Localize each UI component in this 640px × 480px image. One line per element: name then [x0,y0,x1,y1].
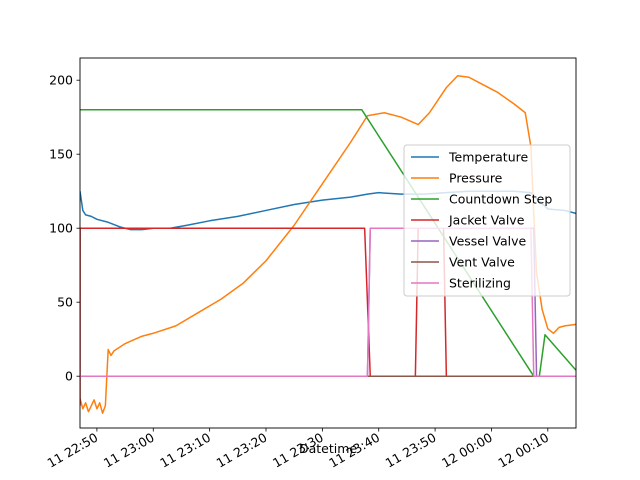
plot-area-frame [79,57,577,429]
legend-label-sterilizing: Sterilizing [449,276,511,291]
y-axis: 0 50 100 150 200 [49,73,80,384]
legend-label-countdown-step: Countdown Step [449,192,552,207]
x-axis-label: Datetime [299,441,357,456]
legend-label-vent-valve: Vent Valve [449,255,515,270]
y-tick-label: 100 [49,221,73,236]
y-tick-label: 50 [57,295,73,310]
legend-box [403,144,571,297]
legend-label-jacket-valve: Jacket Valve [448,213,525,228]
legend-label-pressure: Pressure [449,171,503,186]
legend: Temperature Pressure Countdown Step Jacket … [403,144,571,297]
legend-label-vessel-valve: Vessel Valve [449,234,527,249]
y-tick-label: 150 [49,147,73,162]
legend-label-temperature: Temperature [448,150,528,165]
y-tick-label: 0 [65,369,73,384]
series-line-sterilizing [80,227,576,377]
y-tick-label: 200 [49,73,73,88]
